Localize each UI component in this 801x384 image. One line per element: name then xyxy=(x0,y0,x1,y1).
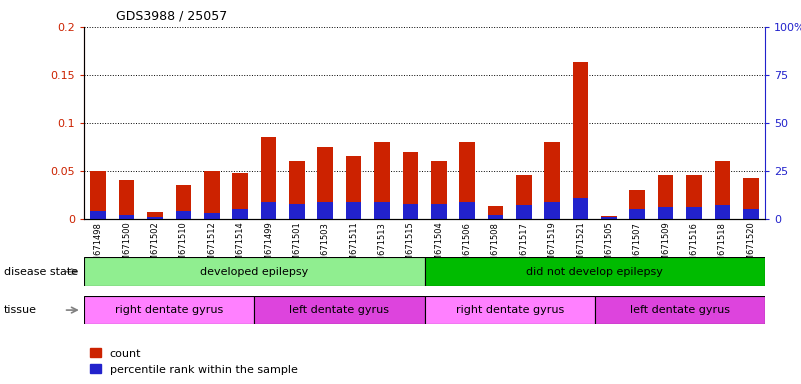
Bar xyxy=(175,185,191,219)
Bar xyxy=(425,296,594,324)
Bar xyxy=(147,217,163,219)
Bar xyxy=(91,171,106,219)
Bar xyxy=(516,205,532,219)
Bar xyxy=(403,204,418,219)
Bar xyxy=(175,211,191,219)
Bar xyxy=(346,202,361,219)
Bar xyxy=(594,296,765,324)
Text: did not develop epilepsy: did not develop epilepsy xyxy=(526,266,663,277)
Bar xyxy=(431,161,446,219)
Bar xyxy=(374,142,390,219)
Bar xyxy=(743,209,759,219)
Bar xyxy=(91,211,106,219)
Bar xyxy=(714,205,731,219)
Bar xyxy=(573,62,589,219)
Legend: count, percentile rank within the sample: count, percentile rank within the sample xyxy=(90,348,297,375)
Bar xyxy=(147,212,163,219)
Text: left dentate gyrus: left dentate gyrus xyxy=(289,305,389,315)
Bar xyxy=(260,202,276,219)
Bar xyxy=(488,207,503,219)
Text: right dentate gyrus: right dentate gyrus xyxy=(456,305,564,315)
Bar xyxy=(84,257,425,286)
Bar xyxy=(425,257,765,286)
Bar xyxy=(403,152,418,219)
Bar xyxy=(431,204,446,219)
Bar xyxy=(658,207,674,219)
Bar xyxy=(204,171,219,219)
Text: left dentate gyrus: left dentate gyrus xyxy=(630,305,730,315)
Bar xyxy=(601,216,617,219)
Bar xyxy=(374,202,390,219)
Text: disease state: disease state xyxy=(4,266,78,277)
Bar xyxy=(232,173,248,219)
Bar xyxy=(545,142,560,219)
Text: tissue: tissue xyxy=(4,305,37,315)
Bar xyxy=(630,209,645,219)
Text: GDS3988 / 25057: GDS3988 / 25057 xyxy=(116,10,227,23)
Bar xyxy=(686,175,702,219)
Bar xyxy=(743,177,759,219)
Bar xyxy=(601,217,617,219)
Bar xyxy=(317,202,333,219)
Bar xyxy=(119,180,135,219)
Bar xyxy=(255,296,425,324)
Bar xyxy=(204,213,219,219)
Bar xyxy=(84,296,255,324)
Bar xyxy=(714,161,731,219)
Bar xyxy=(289,204,304,219)
Bar xyxy=(317,147,333,219)
Bar xyxy=(459,202,475,219)
Bar xyxy=(346,157,361,219)
Text: developed epilepsy: developed epilepsy xyxy=(200,266,308,277)
Bar xyxy=(516,175,532,219)
Text: right dentate gyrus: right dentate gyrus xyxy=(115,305,223,315)
Bar xyxy=(630,190,645,219)
Bar xyxy=(545,202,560,219)
Bar xyxy=(289,161,304,219)
Bar xyxy=(459,142,475,219)
Bar xyxy=(686,207,702,219)
Bar xyxy=(260,137,276,219)
Bar xyxy=(488,215,503,219)
Bar xyxy=(658,175,674,219)
Bar xyxy=(573,198,589,219)
Bar xyxy=(232,209,248,219)
Bar xyxy=(119,215,135,219)
